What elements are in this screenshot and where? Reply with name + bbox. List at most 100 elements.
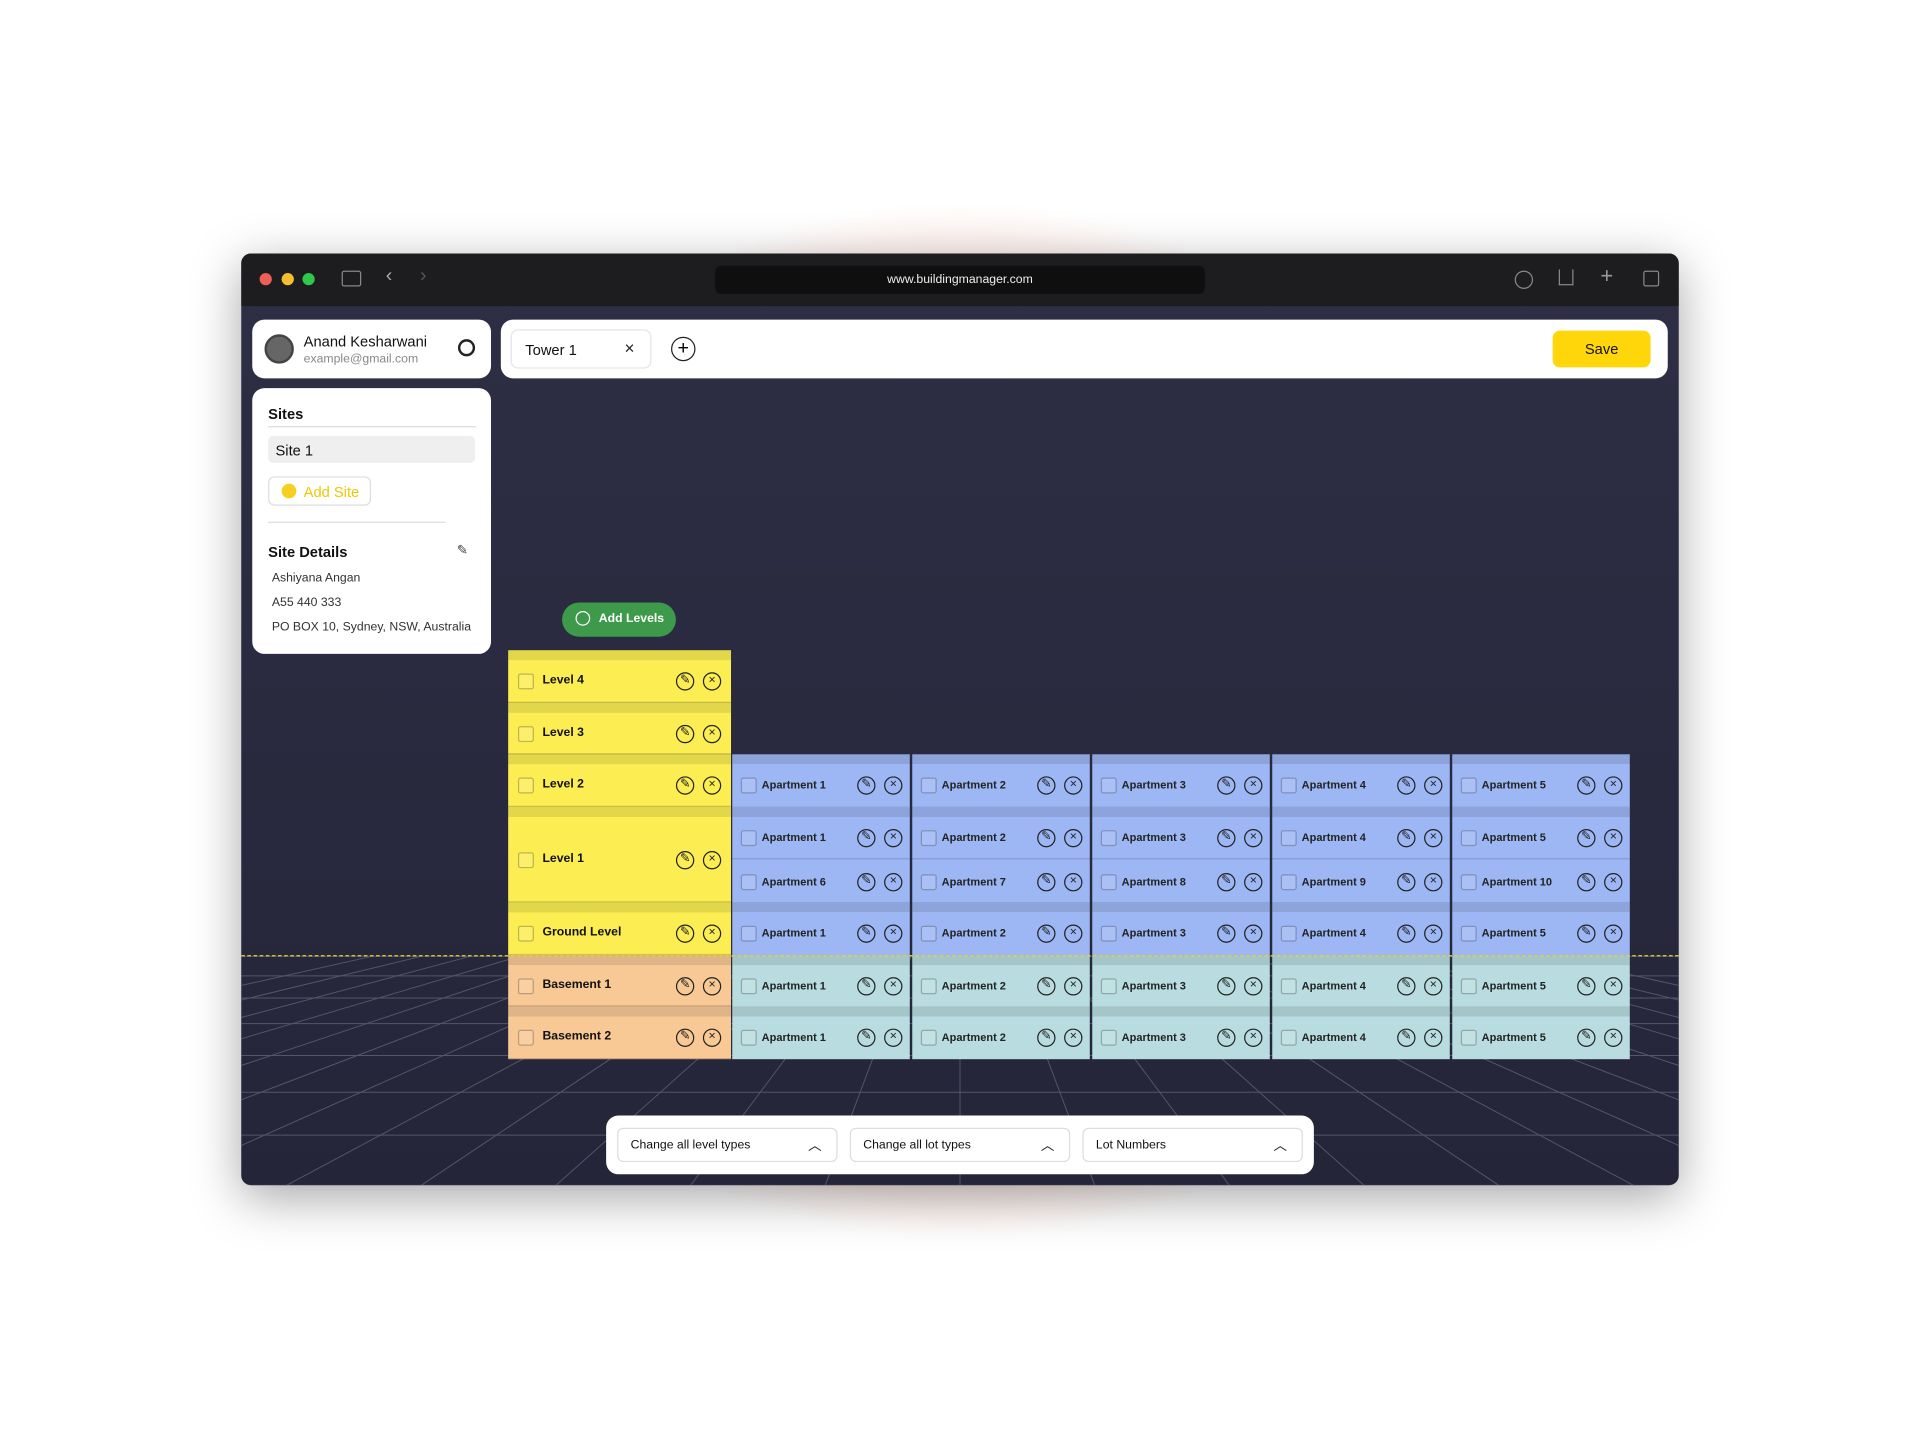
delete-button[interactable]: × [1064, 1028, 1083, 1048]
level-checkbox[interactable] [517, 673, 534, 690]
edit-button[interactable]: ✎ [1037, 828, 1056, 848]
edit-button[interactable]: ✎ [1037, 776, 1056, 795]
lot[interactable]: Apartment 5 ✎ × [1452, 954, 1630, 1007]
lot-checkbox[interactable] [1100, 1030, 1117, 1047]
lot[interactable]: Apartment 4 ✎ × [1272, 806, 1450, 859]
edit-button[interactable]: ✎ [675, 776, 695, 795]
edit-button[interactable]: ✎ [857, 1028, 876, 1048]
edit-button[interactable]: ✎ [857, 776, 876, 795]
level[interactable]: Basement 1 ✎ × [508, 954, 732, 1007]
lot-checkbox[interactable] [1460, 1030, 1477, 1047]
level-checkbox[interactable] [517, 777, 534, 794]
delete-button[interactable]: × [884, 924, 903, 944]
edit-button[interactable]: ✎ [675, 724, 695, 743]
lot[interactable]: Apartment 2 ✎ × [912, 954, 1090, 1007]
url-bar[interactable]: www.buildingmanager.com [715, 265, 1205, 294]
lot[interactable]: Apartment 1 ✎ × [732, 754, 910, 807]
edit-button[interactable]: ✎ [1397, 976, 1416, 996]
edit-button[interactable]: ✎ [857, 976, 876, 996]
delete-button[interactable]: × [884, 1028, 903, 1048]
lot-checkbox[interactable] [740, 874, 757, 891]
lot-checkbox[interactable] [920, 1030, 937, 1047]
lot-checkbox[interactable] [740, 777, 757, 794]
edit-button[interactable]: ✎ [857, 873, 876, 892]
delete-button[interactable]: × [702, 1028, 722, 1048]
lot-checkbox[interactable] [1100, 829, 1117, 846]
edit-button[interactable]: ✎ [1397, 1028, 1416, 1048]
delete-button[interactable]: × [1244, 776, 1263, 795]
lot[interactable]: Apartment 9 ✎ × [1272, 858, 1450, 903]
delete-button[interactable]: × [1424, 1028, 1443, 1048]
edit-button[interactable]: ✎ [1037, 924, 1056, 944]
level-checkbox[interactable] [517, 1030, 534, 1047]
edit-button[interactable]: ✎ [1577, 1028, 1596, 1048]
lot-checkbox[interactable] [920, 777, 937, 794]
lot[interactable]: Apartment 5 ✎ × [1452, 1006, 1630, 1059]
delete-button[interactable]: × [702, 776, 722, 795]
delete-button[interactable]: × [884, 976, 903, 996]
lot-checkbox[interactable] [1280, 829, 1297, 846]
lot-checkbox[interactable] [1100, 777, 1117, 794]
lot[interactable]: Apartment 2 ✎ × [912, 1006, 1090, 1059]
tab[interactable]: Tower 1 × [510, 329, 652, 369]
dropdown[interactable]: Lot Numbers ︿ [1082, 1127, 1303, 1163]
edit-button[interactable]: ✎ [675, 1028, 695, 1048]
lot[interactable]: Apartment 3 ✎ × [1092, 902, 1270, 955]
edit-button[interactable]: ✎ [675, 850, 695, 870]
delete-button[interactable]: × [1244, 976, 1263, 996]
lot-checkbox[interactable] [1100, 978, 1117, 994]
lot[interactable]: Apartment 4 ✎ × [1272, 754, 1450, 807]
forward-icon[interactable]: › [420, 265, 427, 287]
edit-button[interactable]: ✎ [1217, 924, 1236, 944]
lot-checkbox[interactable] [1460, 926, 1477, 942]
delete-button[interactable]: × [1064, 776, 1083, 795]
delete-button[interactable]: × [884, 776, 903, 795]
close-dot[interactable] [259, 273, 272, 286]
delete-button[interactable]: × [884, 873, 903, 892]
edit-button[interactable]: ✎ [1217, 873, 1236, 892]
tab-close[interactable]: × [624, 337, 635, 358]
delete-button[interactable]: × [1604, 873, 1623, 892]
lot-checkbox[interactable] [1280, 926, 1297, 942]
lot-checkbox[interactable] [1280, 874, 1297, 891]
lot-checkbox[interactable] [1460, 777, 1477, 794]
delete-button[interactable]: × [1604, 976, 1623, 996]
lot-checkbox[interactable] [1280, 1030, 1297, 1047]
edit-icon[interactable]: ✎ [456, 543, 469, 559]
delete-button[interactable]: × [702, 850, 722, 870]
lot[interactable]: Apartment 5 ✎ × [1452, 754, 1630, 807]
lot[interactable]: Apartment 10 ✎ × [1452, 858, 1630, 903]
delete-button[interactable]: × [1244, 873, 1263, 892]
delete-button[interactable]: × [1424, 776, 1443, 795]
edit-button[interactable]: ✎ [1217, 828, 1236, 848]
delete-button[interactable]: × [1604, 1028, 1623, 1048]
delete-button[interactable]: × [702, 976, 722, 996]
edit-button[interactable]: ✎ [1577, 873, 1596, 892]
download-icon[interactable] [1514, 270, 1534, 289]
edit-button[interactable]: ✎ [1397, 776, 1416, 795]
delete-button[interactable]: × [1064, 828, 1083, 848]
delete-button[interactable]: × [1064, 873, 1083, 892]
level[interactable]: Level 2 ✎ × [508, 754, 732, 807]
lot[interactable]: Apartment 1 ✎ × [732, 954, 910, 1007]
lot[interactable]: Apartment 4 ✎ × [1272, 954, 1450, 1007]
lot[interactable]: Apartment 3 ✎ × [1092, 754, 1270, 807]
edit-button[interactable]: ✎ [675, 672, 695, 691]
lot[interactable]: Apartment 1 ✎ × [732, 1006, 910, 1059]
add-tab-button[interactable]: + [671, 336, 696, 362]
sidebar-icon[interactable] [341, 270, 362, 287]
delete-button[interactable]: × [1424, 976, 1443, 996]
edit-button[interactable]: ✎ [1577, 776, 1596, 795]
delete-button[interactable]: × [1244, 828, 1263, 848]
lot[interactable]: Apartment 7 ✎ × [912, 858, 1090, 903]
add-site-button[interactable]: Add Site [268, 476, 372, 506]
edit-button[interactable]: ✎ [1037, 873, 1056, 892]
edit-button[interactable]: ✎ [1037, 976, 1056, 996]
edit-button[interactable]: ✎ [1397, 924, 1416, 944]
edit-button[interactable]: ✎ [857, 828, 876, 848]
lot[interactable]: Apartment 3 ✎ × [1092, 806, 1270, 859]
level-checkbox[interactable] [517, 978, 534, 994]
delete-button[interactable]: × [1064, 924, 1083, 944]
delete-button[interactable]: × [1424, 873, 1443, 892]
delete-button[interactable]: × [1244, 924, 1263, 944]
